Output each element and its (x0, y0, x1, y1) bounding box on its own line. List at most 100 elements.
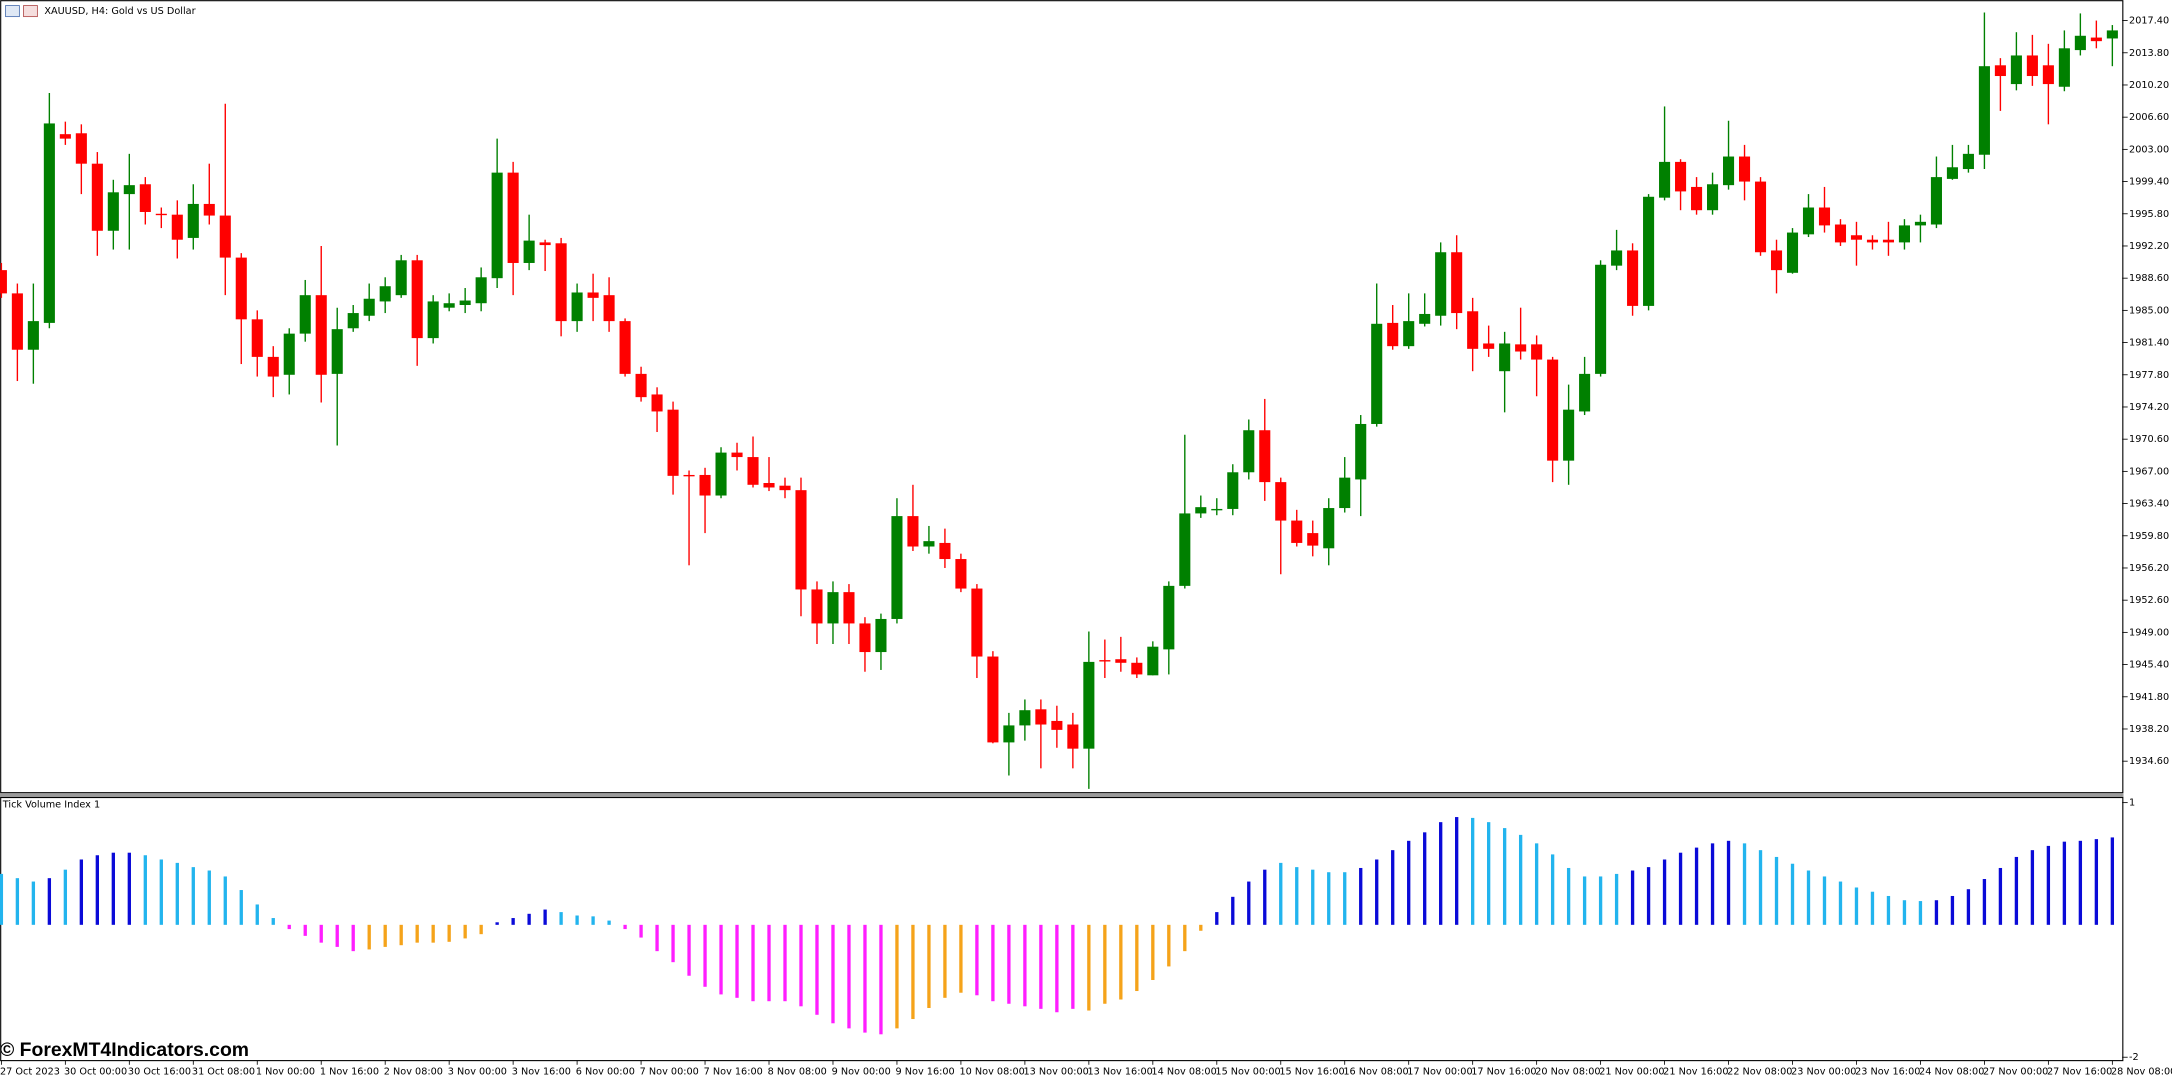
indicator-bar (1582, 876, 1587, 925)
indicator-bar (1886, 895, 1891, 925)
candle-body (459, 300, 471, 306)
indicator-bar (1439, 822, 1443, 925)
candle-body (683, 474, 695, 477)
indicator-bar (303, 924, 307, 936)
candle-body (2058, 48, 2070, 87)
candle-body (1275, 482, 1287, 521)
x-tick-label: 23 Nov 16:00 (1855, 1067, 1920, 1078)
x-tick-label: 16 Nov 08:00 (1343, 1067, 1408, 1078)
candle-body (139, 184, 151, 212)
candle-body (1531, 344, 1543, 360)
x-tick-label: 22 Nov 08:00 (1727, 1067, 1792, 1078)
candle-body (1547, 359, 1559, 461)
y-tick-label: 1938.20 (2129, 724, 2169, 735)
y-tick-label: 1963.40 (2129, 499, 2169, 510)
y-tick-label: 1999.40 (2129, 177, 2169, 188)
x-tick-label: 9 Nov 00:00 (832, 1067, 891, 1078)
indicator-title: Tick Volume Index 1 (2, 799, 100, 810)
candle-body (475, 277, 487, 304)
candle-body (1898, 225, 1910, 243)
candle-body (1419, 313, 1431, 324)
y-tick-label: 1 (2129, 798, 2135, 809)
indicator-bar (335, 924, 339, 947)
candle-body (875, 618, 887, 653)
indicator-bar (1407, 840, 1411, 925)
indicator-bar (751, 924, 755, 1002)
indicator-bar (1103, 924, 1107, 1004)
candle-body (1131, 662, 1143, 675)
indicator-bar (415, 924, 419, 943)
y-tick-label: 2006.60 (2129, 112, 2169, 123)
indicator-bar (927, 924, 931, 1008)
indicator-bar (543, 909, 547, 925)
candle-body (1962, 153, 1974, 170)
candle-body (1099, 660, 1111, 662)
candle-body (1579, 373, 1591, 412)
candle-body (1195, 507, 1207, 514)
y-tick-label: 1934.60 (2129, 756, 2169, 767)
indicator-bar (1774, 856, 1779, 925)
indicator-bar (911, 924, 915, 1020)
y-tick-label: 1970.60 (2129, 434, 2169, 445)
indicator-bar (1694, 847, 1699, 925)
x-tick-label: 2 Nov 08:00 (384, 1067, 443, 1078)
x-tick-label: 30 Oct 16:00 (128, 1067, 191, 1078)
indicator-bar (943, 924, 947, 998)
candle-body (843, 592, 855, 624)
indicator-bar (511, 918, 515, 925)
candle-body (427, 301, 439, 339)
candle-body (1355, 423, 1367, 480)
indicator-bar (1055, 924, 1059, 1013)
candle-body (715, 452, 727, 496)
candle-body (2106, 30, 2118, 39)
candle-body (315, 295, 327, 375)
indicator-bar (1982, 879, 1987, 925)
indicator-bar (703, 924, 707, 987)
indicator-bar (1502, 828, 1507, 925)
indicator-bar (1662, 859, 1667, 925)
candle-body (1627, 250, 1639, 306)
candle-body (2010, 55, 2022, 85)
candle-body (1003, 725, 1015, 743)
y-tick-label: 1974.20 (2129, 402, 2169, 413)
indicator-bar (1710, 843, 1715, 925)
x-tick-label: 14 Nov 08:00 (1151, 1067, 1216, 1078)
indicator-bar (1902, 900, 1907, 925)
candle-body (1083, 661, 1095, 749)
indicator-bar (1838, 881, 1843, 925)
candle-body (587, 292, 599, 298)
candle-body (155, 213, 167, 216)
candle-body (971, 588, 983, 657)
candle-body (1834, 224, 1847, 243)
indicator-bar (175, 862, 179, 925)
indicator-bar (1870, 891, 1875, 925)
candle-body (1850, 235, 1863, 240)
candle-body (299, 295, 311, 334)
indicator-bar (1950, 895, 1955, 925)
indicator-bar (1135, 924, 1139, 992)
indicator-bar (1327, 872, 1331, 925)
candle-body (219, 215, 231, 258)
indicator-bar (95, 855, 100, 925)
x-tick-label: 31 Oct 08:00 (192, 1067, 255, 1078)
candle-body (747, 457, 759, 485)
indicator-bar (815, 924, 819, 1015)
indicator-bar (1630, 870, 1635, 925)
candle-body (955, 559, 967, 589)
y-tick-label: 1956.20 (2129, 563, 2169, 574)
x-tick-label: 9 Nov 16:00 (896, 1067, 955, 1078)
main-frame (0, 0, 2124, 794)
indicator-bar (271, 918, 275, 925)
indicator-bar (191, 867, 195, 925)
candle-body (1403, 321, 1415, 347)
y-tick-label: 1985.00 (2129, 305, 2169, 316)
indicator-bar (1311, 869, 1315, 925)
candle-body (1770, 250, 1783, 271)
indicator-bar (143, 855, 147, 925)
y-tick-label: 2010.20 (2129, 80, 2169, 91)
x-tick-label: 24 Nov 08:00 (1919, 1067, 1984, 1078)
indicator-bar (79, 859, 84, 925)
candle-body (363, 298, 375, 316)
